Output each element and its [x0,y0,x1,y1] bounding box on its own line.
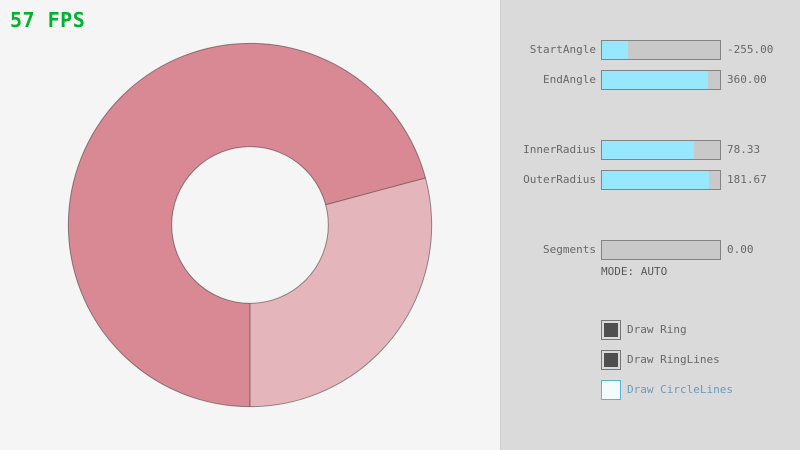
innerradius-row: InnerRadius 78.33 [501,140,800,160]
ring-edge-line-start [325,177,426,206]
ring-single-sector [250,177,432,407]
ring-outer-outline [67,42,433,408]
segments-slider[interactable] [601,240,721,260]
draw-ringlines-row: Draw RingLines [601,350,720,370]
innerradius-slider[interactable] [601,140,721,160]
endangle-value: 360.00 [727,73,767,86]
ring-inner-outline [171,146,329,304]
startangle-label: StartAngle [529,43,596,56]
endangle-row: EndAngle 360.00 [501,70,800,90]
fps-counter: 57 FPS [10,8,86,32]
draw-circlelines-label: Draw CircleLines [627,383,733,396]
segments-label: Segments [543,243,596,256]
segments-mode-text: MODE: AUTO [601,265,668,278]
startangle-row: StartAngle -255.00 [501,40,800,60]
outerradius-label: OuterRadius [523,173,596,186]
outerradius-value: 181.67 [727,173,767,186]
endangle-slider[interactable] [601,70,721,90]
draw-ringlines-label: Draw RingLines [627,353,720,366]
draw-ring-row: Draw Ring [601,320,687,340]
segments-row: Segments 0.00 [501,240,800,260]
innerradius-slider-fill [602,141,695,159]
innerradius-label: InnerRadius [523,143,596,156]
segments-value: 0.00 [727,243,754,256]
startangle-slider[interactable] [601,40,721,60]
draw-circlelines-row: Draw CircleLines [601,380,733,400]
startangle-slider-fill [602,41,628,59]
endangle-slider-fill [602,71,709,89]
draw-ring-label: Draw Ring [627,323,687,336]
draw-ring-checkbox[interactable] [601,320,621,340]
donut-ring [67,42,433,408]
outerradius-slider[interactable] [601,170,721,190]
startangle-value: -255.00 [727,43,774,56]
endangle-label: EndAngle [543,73,596,86]
controls-panel: StartAngle -255.00 EndAngle 360.00 Inner… [500,0,800,450]
draw-circlelines-checkbox[interactable] [601,380,621,400]
outerradius-row: OuterRadius 181.67 [501,170,800,190]
outerradius-slider-fill [602,171,710,189]
draw-ringlines-checkbox[interactable] [601,350,621,370]
ring-overlap-sector [68,43,426,407]
innerradius-value: 78.33 [727,143,761,156]
